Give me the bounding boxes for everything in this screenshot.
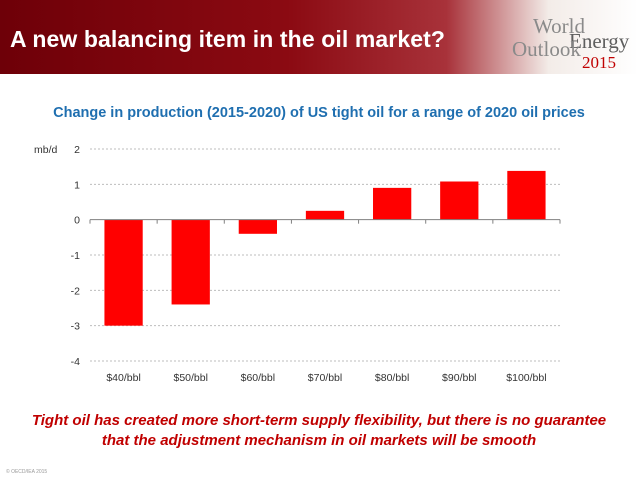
y-tick-label: 2: [74, 144, 80, 156]
x-tick-label: $90/bbl: [442, 372, 476, 384]
logo-world: World: [533, 14, 585, 38]
bar: [507, 170, 546, 220]
bar: [305, 210, 345, 220]
bar: [440, 181, 479, 220]
y-tick-label: -2: [71, 285, 80, 297]
y-tick-label: -3: [71, 321, 80, 333]
logo-year: 2015: [582, 53, 616, 72]
y-tick-label: -4: [71, 356, 80, 368]
y-tick-label: 0: [74, 215, 80, 227]
caption: Tight oil has created more short-term su…: [0, 411, 638, 451]
bar: [373, 187, 412, 220]
bar: [171, 219, 210, 305]
page-title: A new balancing item in the oil market?: [10, 26, 446, 52]
x-tick-label: $60/bbl: [241, 372, 275, 384]
y-tick-label: 1: [74, 179, 80, 191]
caption-line-2: that the adjustment mechanism in oil mar…: [101, 432, 537, 449]
y-tick-label: -1: [71, 250, 80, 262]
bar: [238, 219, 277, 234]
logo-outlook: Outlook: [512, 37, 581, 61]
x-tick-label: $80/bbl: [375, 372, 409, 384]
x-tick-label: $50/bbl: [173, 372, 207, 384]
bar-chart: 2 1 0 -1 -2 -3 -4 mb/d $40/bbl $50/bbl $60/bbl $70/…: [34, 144, 561, 384]
bar: [104, 219, 143, 326]
y-axis-label: mb/d: [34, 144, 58, 156]
copyright: © OECD/IEA 2015: [6, 469, 48, 475]
header-banner: A new balancing item in the oil market? …: [0, 0, 638, 74]
chart-title: Change in production (2015-2020) of US t…: [53, 105, 585, 121]
x-tick-label: $70/bbl: [308, 372, 342, 384]
logo-energy: Energy: [569, 29, 630, 53]
caption-line-1: Tight oil has created more short-term su…: [31, 412, 607, 429]
x-tick-label: $40/bbl: [106, 372, 140, 384]
weo-logo: World Energy Outlook 2015: [512, 6, 636, 73]
x-tick-label: $100/bbl: [506, 372, 546, 384]
